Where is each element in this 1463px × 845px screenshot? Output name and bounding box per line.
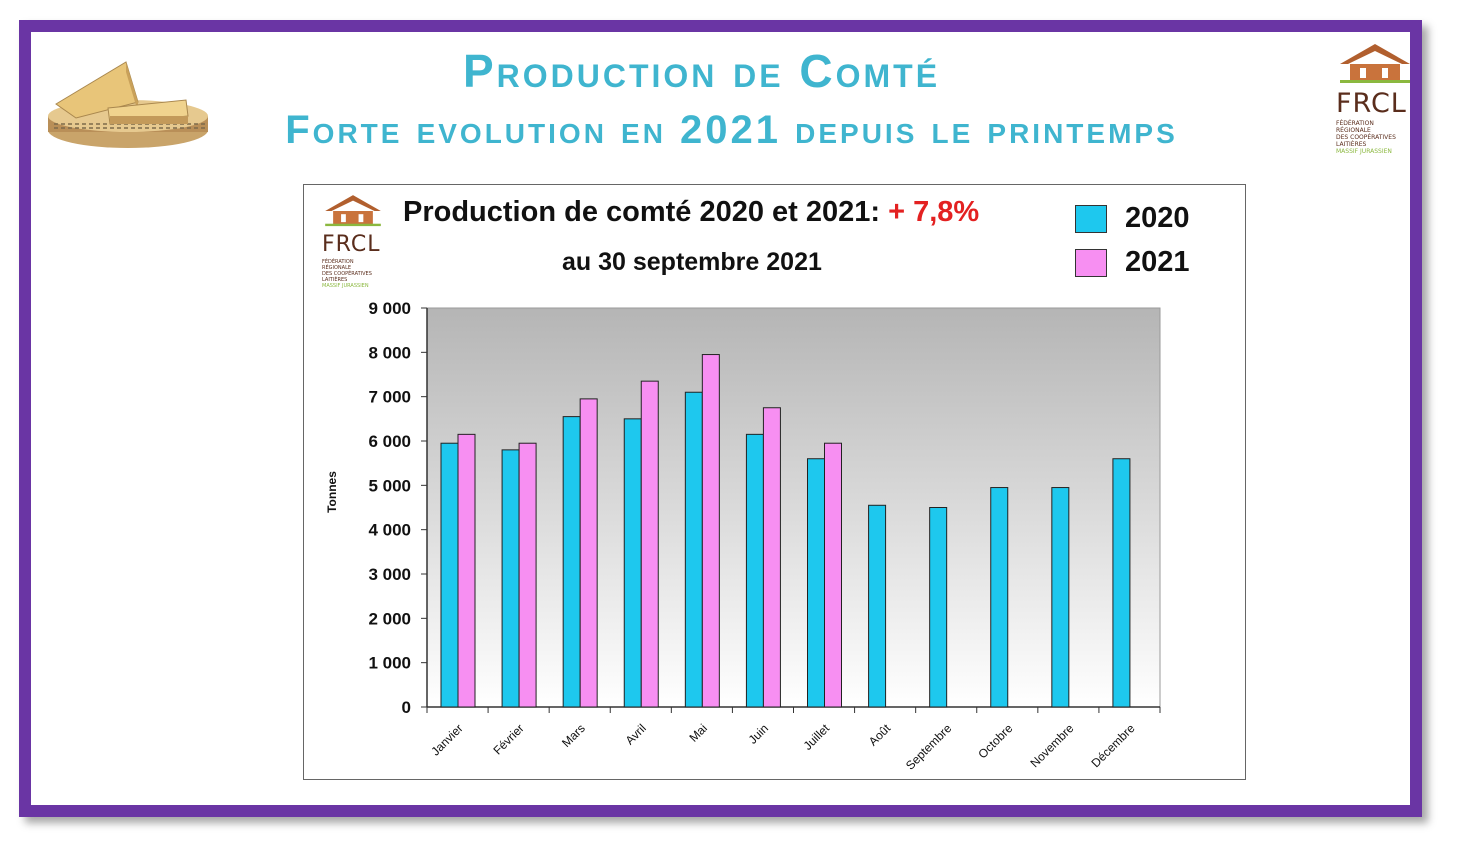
chart-frcl-logo: FRCL FÉDÉRATION RÉGIONALE DES COOPÉRATIV… [322,193,386,289]
page-title: Production de Comté [462,45,941,97]
bar-2020 [623,418,642,708]
legend-swatch-2021 [1075,248,1107,277]
y-tick-label: 2 000 [368,609,411,628]
chart-title-text: Production de comté 2020 et 2021: [403,196,881,228]
house-icon [325,195,381,227]
y-tick-label: 5 000 [368,476,411,495]
x-tick-label: Octobre [975,721,1015,761]
x-tick-label: Août [866,721,894,749]
chart-subtitle: au 30 septembre 2021 [562,248,822,276]
bar-2021 [457,433,476,708]
bar-2020 [1051,487,1070,708]
y-tick-label: 3 000 [368,565,411,584]
x-tick-label: Janvier [428,721,465,758]
x-tick-label: Février [490,721,526,757]
bar-2020 [1112,458,1131,708]
x-tick-label: Décembre [1089,721,1138,770]
chart-logo-subtext: FÉDÉRATION RÉGIONALE DES COOPÉRATIVES LA… [322,259,372,289]
bar-2020 [684,391,703,708]
y-tick-label: 8 000 [368,343,411,362]
x-tick-label: Avril [623,721,649,747]
legend-swatch-2020 [1075,204,1107,233]
bar-2020 [807,458,825,708]
bar-2020 [745,433,764,708]
plot-area [426,307,1161,708]
x-tick-label: Novembre [1027,721,1076,770]
legend-item-2020: 2020 [1075,202,1190,235]
x-tick-label: Juin [746,721,771,746]
bar-2021 [518,442,537,708]
bar-2020 [562,416,581,708]
bar-2021 [762,407,781,708]
y-axis-label: Tonnes [325,471,339,513]
bar-2020 [501,449,520,708]
x-tick-label: Juillet [801,721,833,753]
chart-logo-name: FRCL [322,232,381,257]
x-tick-label: Mars [559,721,588,750]
x-tick-label: Mai [686,721,710,745]
bar-2020 [929,507,948,708]
y-tick-label: 7 000 [368,388,411,407]
page-subtitle: Forte evolution en 2021 depuis le printe… [285,108,1178,152]
chart-title: Production de comté 2020 et 2021: + 7,8% [403,196,979,229]
legend-label-2020: 2020 [1125,202,1190,234]
legend-item-2021: 2021 [1075,246,1190,279]
house-icon [1340,44,1410,83]
bar-2021 [579,398,598,708]
chart-title-highlight: + 7,8% [888,196,980,228]
y-tick-label: 1 000 [368,654,411,673]
bar-2020 [868,504,887,708]
y-tick-label: 9 000 [368,299,411,318]
cheese-icon [48,61,208,148]
y-tick-label: 4 000 [368,521,411,540]
y-tick-label: 6 000 [368,432,411,451]
bar-2020 [440,442,459,708]
x-tick-label: Septembre [903,721,955,773]
bar-2021 [640,380,659,708]
legend-label-2021: 2021 [1125,246,1190,278]
logo-name: FRCL [1336,88,1407,119]
y-tick-label: 0 [402,698,411,717]
bar-2020 [990,487,1009,708]
frcl-logo: FRCL FÉDÉRATION RÉGIONALE DES COOPÉRATIV… [1336,42,1416,155]
bar-2021 [824,442,842,708]
logo-subtext: FÉDÉRATION RÉGIONALE DES COOPÉRATIVES LA… [1336,120,1396,155]
bar-2021 [701,354,720,708]
